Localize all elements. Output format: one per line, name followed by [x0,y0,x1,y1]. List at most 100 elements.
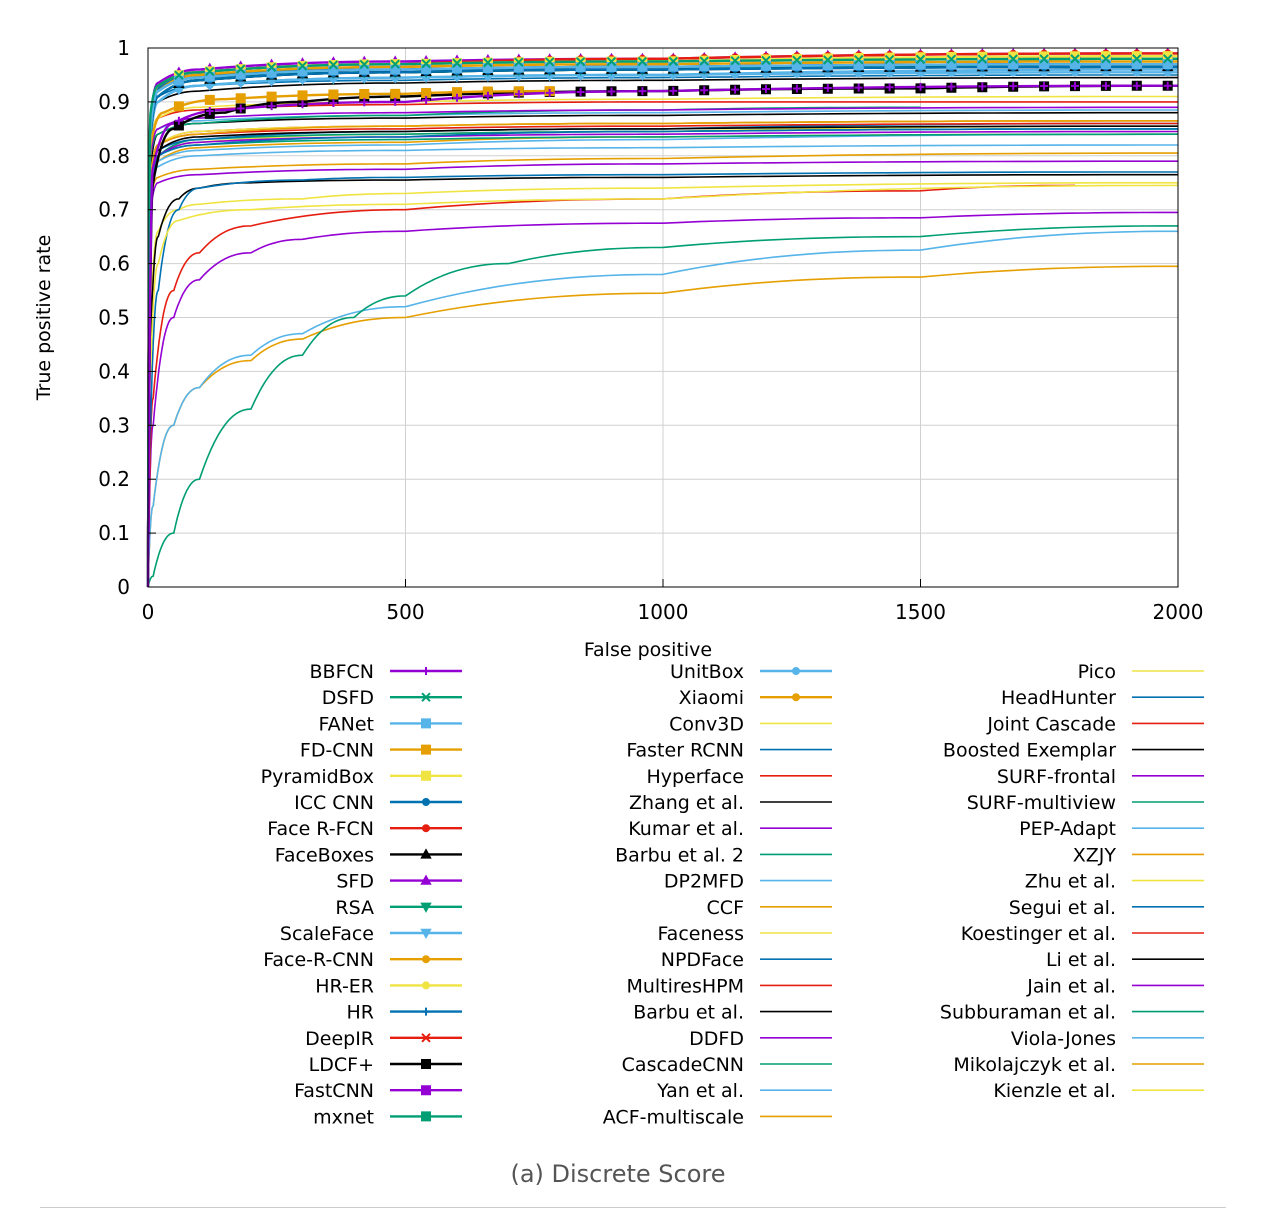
legend-marker-deepir [421,1033,431,1043]
series-marker-bbfcn [576,88,585,97]
legend-label-xiaomi: Xiaomi [679,687,744,709]
series-marker-bbfcn [1132,81,1141,90]
series-marker-bbfcn [514,90,523,99]
legend-label-faceboxes: FaceBoxes [275,844,374,866]
legend-label-surf-frontal: SURF-frontal [997,766,1116,788]
legend-marker-fastcnn [421,1085,431,1096]
legend-label-dsfd: DSFD [322,687,374,709]
series-marker-dsfd [668,56,679,67]
legend-label-barbu-et-al-2: Barbu et al. 2 [615,844,744,866]
series-marker-dsfd [1039,54,1049,64]
series-marker-dsfd [977,54,988,64]
x-axis-title: False positive [584,639,712,661]
series-marker-bbfcn [1040,82,1049,91]
legend-marker-face-r-cnn [422,955,430,964]
series-marker-dsfd [544,57,555,67]
legend-label-rsa: RSA [335,897,374,919]
series-marker-fd-cnn [266,91,277,102]
series-marker-bbfcn [978,82,987,91]
series-markers [173,47,1174,131]
legend-label-hyperface: Hyperface [646,766,744,788]
legend-label-koestinger-et-al: Koestinger et al. [961,923,1116,945]
series-marker-bbfcn [638,87,647,96]
legend-marker-ldcf [421,1059,431,1069]
series-marker-bbfcn [453,93,461,102]
legend-marker-rsa [420,902,432,913]
series-marker-fd-cnn [452,87,462,98]
y-tick-label: 0.3 [98,413,130,437]
legend-label-zhu-et-al: Zhu et al. [1025,871,1116,893]
legend-label-ccf: CCF [707,897,744,919]
series-marker-bbfcn [792,84,801,93]
legend-label-conv3d: Conv3D [669,713,744,735]
series-marker-dsfd [514,57,524,67]
x-tick-label: 1500 [895,600,946,624]
series-marker-fd-cnn [390,88,401,99]
legend: BBFCN DSFD FANet FD-CNN PyramidBox ICC CNN Fac… [261,661,1204,1128]
legend-label-face-r-fcn: Face R-FCN [267,818,374,840]
series-marker-bbfcn [1101,81,1110,90]
series-marker-fd-cnn [235,93,246,104]
series-marker-dsfd [575,56,586,67]
legend-label-face-r-cnn: Face-R-CNN [263,949,374,971]
series-line-viola-jones [147,230,1178,588]
series-marker-dsfd [884,54,895,65]
legend-label-segui-et-al: Segui et al. [1009,897,1116,919]
legend-label-fanet: FANet [318,713,374,735]
legend-label-fastcnn: FastCNN [294,1080,374,1102]
legend-label-pyramidbox: PyramidBox [261,766,374,788]
series-marker-bbfcn [700,86,709,95]
series-marker-dsfd [266,62,277,73]
legend-marker-hr-er [422,981,430,990]
legend-label-barbu-et-al: Barbu et al. [633,1002,744,1024]
series-marker-bbfcn [545,88,554,97]
series-marker-bbfcn [483,91,492,100]
legend-label-acf-multiscale: ACF-multiscale [603,1106,744,1128]
series-marker-bbfcn [947,82,956,91]
series-marker-bbfcn [1009,82,1018,91]
series-marker-bbfcn [854,83,863,92]
series-marker-fd-cnn [328,89,339,100]
series-line-pico [147,184,1179,588]
legend-marker-scaleface [420,928,432,940]
legend-label-zhang-et-al: Zhang et al. [629,792,744,814]
legend-label-viola-jones: Viola-Jones [1011,1028,1116,1050]
y-tick-label: 0.1 [98,521,130,545]
legend-label-fd-cnn: FD-CNN [300,740,374,762]
series-marker-dsfd [174,70,184,80]
bottom-divider [40,1207,1226,1208]
legend-marker-dsfd [421,692,431,702]
legend-marker-hr [422,1007,430,1016]
x-tick-label: 1000 [638,600,689,624]
legend-label-unitbox: UnitBox [670,661,744,683]
series-marker-dsfd [730,56,740,66]
legend-label-ddfd: DDFD [689,1028,744,1050]
legend-marker-mxnet [421,1111,431,1122]
legend-label-deepir: DeepIR [305,1028,374,1050]
series-marker-dsfd [235,64,246,74]
series-marker-dsfd [1070,54,1080,64]
legend-label-scaleface: ScaleFace [280,923,374,945]
legend-marker-unitbox [792,667,800,675]
series-marker-dsfd [915,54,926,65]
series-marker-dsfd [1132,54,1142,64]
legend-label-yan-et-al: Yan et al. [656,1080,744,1102]
axis-ticks: 0 500 1000 1500 2000 0 0.1 0.2 0.3 0.4 0.5 0.6 0.7 0.… [98,36,1203,624]
legend-marker-sfd [420,874,432,885]
series-marker-dsfd [637,56,648,67]
series-marker-bbfcn [669,86,678,95]
legend-label-jain-et-al: Jain et al. [1026,975,1116,997]
series-marker-bbfcn [885,83,894,92]
y-tick-label: 0.8 [98,144,130,168]
legend-label-joint-cascade: Joint Cascade [986,713,1116,735]
series-lines [146,52,1179,588]
series-marker-bbfcn [205,106,214,115]
series-marker-dsfd [297,61,308,71]
series-marker-dsfd [946,54,957,64]
series-marker-dsfd [699,56,709,66]
series-marker-dsfd [853,55,864,65]
legend-marker-face-r-fcn [422,824,430,833]
series-line-koestinger-et-al [147,184,1076,588]
legend-label-subburaman-et-al: Subburaman et al. [940,1002,1116,1024]
series-marker-dsfd [606,56,617,67]
